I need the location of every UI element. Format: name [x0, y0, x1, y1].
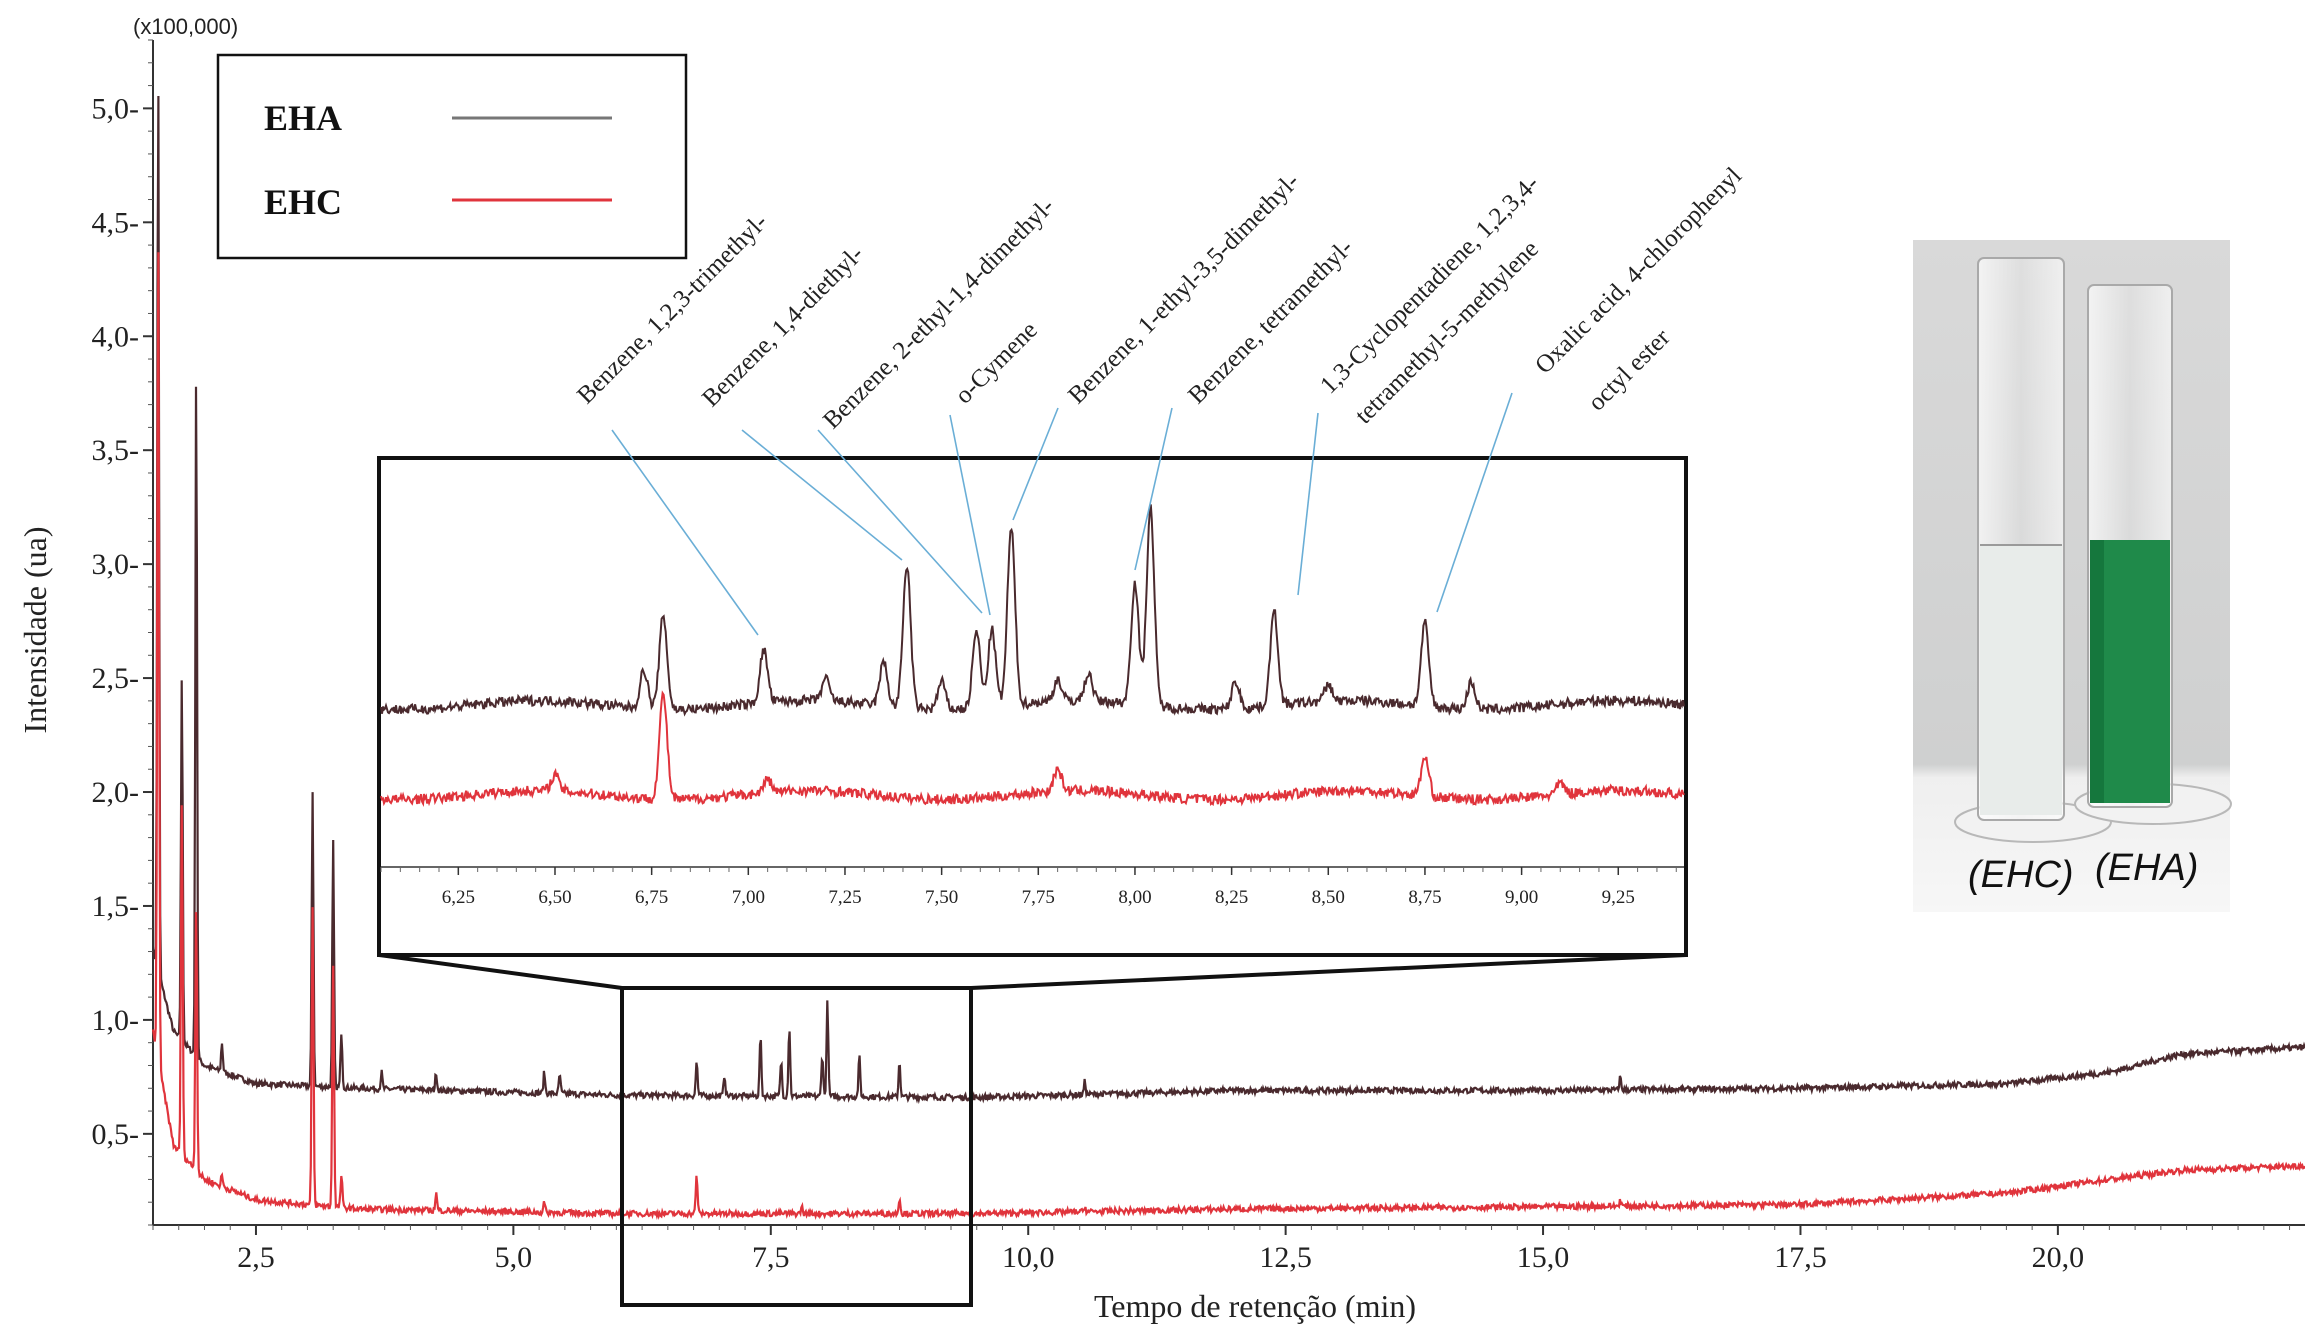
inset-tick-label: 9,25	[1602, 887, 1635, 908]
legend-frame	[216, 53, 688, 260]
x-tick-label: 15,0	[1517, 1241, 1570, 1274]
x-tick-label: 7,5	[752, 1241, 790, 1274]
svg-text:octyl ester: octyl ester	[1583, 324, 1676, 417]
y-tick-label: 3,5-	[92, 434, 140, 467]
x-tick-labels: 2,5 5,0 7,5 10,0 12,5 15,0 17,5 20,0	[237, 1225, 2084, 1274]
cylinder-photo: (EHC) (EHA)	[1913, 240, 2232, 912]
svg-text:Benzene, 2-ethyl-1,4-dimethyl-: Benzene, 2-ethyl-1,4-dimethyl-	[818, 193, 1059, 434]
svg-text:Benzene, 1-ethyl-3,5-dimethyl-: Benzene, 1-ethyl-3,5-dimethyl-	[1063, 168, 1304, 409]
inset-tick-label: 7,50	[925, 887, 958, 908]
y-tick-label: 1,0-	[92, 1004, 140, 1037]
y-multiplier-label: (x100,000)	[133, 14, 238, 39]
y-tick-label: 1,5-	[92, 890, 140, 923]
inset-tick-label: 7,25	[828, 887, 861, 908]
x-tick-label: 17,5	[1774, 1241, 1827, 1274]
y-tick-label: 5,0-	[92, 92, 140, 125]
inset-tick-label: 7,75	[1022, 887, 1055, 908]
inset-tick-label: 8,00	[1118, 887, 1151, 908]
x-tick-label: 12,5	[1259, 1241, 1312, 1274]
y-tick-label: 0,5-	[92, 1118, 140, 1151]
x-tick-label: 5,0	[495, 1241, 533, 1274]
series-line-eha	[152, 95, 2305, 1105]
inset-chart: 6,25 6,50 6,75 7,00 7,25 7,50 7,75 8,00 8,25 8,50…	[377, 456, 1688, 957]
y-tick-labels: 0,5- 1,0- 1,5- 2,0- 2,5- 3,0- 3,5- 4,0- 4,5- 5,0-	[92, 92, 153, 1151]
y-axis-title: Intensidade (ua)	[17, 526, 53, 733]
svg-text:o-Cymene: o-Cymene	[950, 317, 1043, 410]
inset-tick-labels: 6,25 6,50 6,75 7,00 7,25 7,50 7,75 8,00 8,25 8,50…	[442, 867, 1635, 908]
zoom-connector-right	[970, 953, 1687, 990]
x-tick-label: 2,5	[237, 1241, 275, 1274]
inset-series-line-eha	[380, 504, 1685, 717]
inset-frame	[377, 456, 1688, 957]
cylinder-liquid-eha-shade	[2090, 540, 2104, 803]
y-tick-label: 2,0-	[92, 776, 140, 809]
y-tick-label: 3,0-	[92, 548, 140, 581]
inset-series-line-ehc	[380, 690, 1685, 807]
x-tick-label: 20,0	[2032, 1241, 2085, 1274]
inset-tick-label: 8,50	[1312, 887, 1345, 908]
photo-label-ehc: (EHC)	[1968, 854, 2074, 896]
series-line-ehc	[151, 252, 2305, 1221]
zoom-connector-left	[378, 953, 623, 990]
legend-label-ehc: EHC	[264, 182, 342, 222]
inset-tick-label: 6,25	[442, 887, 475, 908]
inset-tick-label: 8,75	[1408, 887, 1441, 908]
cylinder-liquid-ehc	[1980, 545, 2062, 815]
photo-label-eha: (EHA)	[2095, 847, 2198, 889]
inset-tick-label: 9,00	[1505, 887, 1538, 908]
inset-tick-label: 7,00	[732, 887, 765, 908]
legend-label-eha: EHA	[264, 98, 342, 138]
inset-tick-label: 6,75	[635, 887, 668, 908]
y-tick-label: 4,0-	[92, 320, 140, 353]
inset-tick-label: 6,50	[538, 887, 571, 908]
zoom-region-box	[620, 986, 973, 1307]
y-tick-label: 4,5-	[92, 206, 140, 239]
x-tick-label: 10,0	[1002, 1241, 1055, 1274]
x-axis-title: Tempo de retenção (min)	[1094, 1288, 1416, 1324]
y-tick-label: 2,5-	[92, 662, 140, 695]
inset-tick-label: 8,25	[1215, 887, 1248, 908]
legend: EHA EHC	[216, 53, 688, 260]
